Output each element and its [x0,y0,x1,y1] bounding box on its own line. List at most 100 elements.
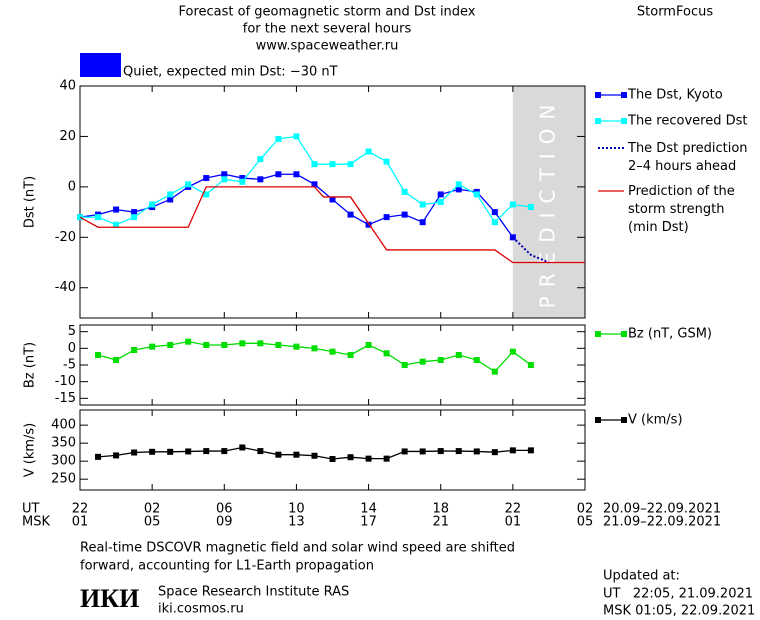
y-tick-label: 0 [68,341,76,356]
site: iki.cosmos.ru [158,602,244,617]
x-tick-label: 18 [432,502,449,517]
data-point [527,362,534,368]
data-point [275,451,282,458]
data-point [383,214,390,221]
data-point [275,171,282,178]
data-point [383,455,390,462]
y-tick-label: -10 [55,374,76,389]
legend-marker [595,92,601,98]
data-point [329,456,336,463]
legend-marker [595,417,601,423]
data-point [401,188,408,195]
x-tick-label: 09 [216,515,233,530]
status-box [80,53,121,77]
data-point [203,191,210,198]
y-tick-label: 350 [51,436,76,451]
date-range: 21.09–22.09.2021 [603,515,721,530]
y-tick-label: -20 [55,230,76,245]
data-point [419,219,426,226]
row-label: UT [22,502,40,517]
y-axis-label: Bz (nT) [23,342,38,388]
data-point [185,448,192,455]
data-point [149,343,156,350]
data-point [113,357,120,363]
y-axis-label: Dst (nT) [23,176,38,228]
data-point [257,156,264,163]
data-point [257,448,264,455]
data-point [275,135,282,142]
updated: UT 22:05, 21.09.2021 [603,587,753,602]
data-point [185,338,192,345]
legend-marker [595,118,601,124]
note: Real-time DSCOVR magnetic field and sola… [80,541,515,556]
data-point [437,357,444,363]
note: forward, accounting for L1-Earth propaga… [80,559,374,574]
data-point [491,209,498,216]
x-tick-label: 17 [360,515,377,530]
data-point [131,347,138,353]
series-line [80,135,531,226]
data-point [257,176,264,183]
x-tick-label: 13 [288,515,305,530]
x-tick-label: 22 [72,502,89,517]
y-tick-label: 20 [59,129,76,144]
y-tick-label: -40 [55,280,76,295]
data-point [347,352,354,358]
data-point [221,176,228,183]
data-point [167,196,174,203]
data-point [239,175,246,182]
data-point [455,181,462,188]
data-point [455,186,462,193]
data-point [329,196,336,203]
data-point [365,455,372,462]
prediction-label: PREDICTION [535,96,559,309]
data-point [185,181,192,188]
data-point [293,451,300,458]
data-point [365,148,372,155]
legend-label: The Dst prediction 2–4 hours ahead [627,141,748,174]
legend-label: The Dst, Kyoto [627,88,723,103]
series-line [79,186,585,264]
data-point [167,191,174,198]
data-point [473,357,480,363]
legend-label: Bz (nT, GSM) [628,327,712,342]
x-tick-label: 05 [144,515,161,530]
data-point [527,447,534,454]
data-point [491,368,498,375]
data-point [113,206,120,213]
institute: Space Research Institute RAS [158,585,349,600]
data-point [437,191,444,198]
plot-frame [79,85,586,319]
data-point [239,444,246,451]
data-point [419,358,426,365]
data-point [419,201,426,208]
data-point [491,449,498,456]
data-point [95,352,102,358]
data-point [167,448,174,455]
data-point [509,447,516,454]
y-tick-label: 300 [51,454,76,469]
data-point [149,448,156,455]
data-point [383,158,390,165]
data-point [239,340,246,347]
data-point [113,221,120,228]
data-point [329,348,336,355]
data-point [365,342,372,348]
data-point [347,161,354,168]
x-tick-label: 21 [432,515,449,530]
x-tick-label: 10 [288,502,305,517]
data-point [491,219,498,226]
brand: StormFocus [637,5,713,20]
y-tick-label: 250 [51,472,76,487]
y-tick-label: 0 [68,179,76,194]
data-point [365,221,372,228]
updated: Updated at: [603,569,680,584]
row-label: MSK [22,515,50,530]
legend-marker [621,118,627,124]
plot-frame [79,324,586,406]
data-point [293,343,300,350]
data-point [203,342,210,348]
x-tick-label: 06 [216,502,233,517]
data-point [329,161,336,168]
